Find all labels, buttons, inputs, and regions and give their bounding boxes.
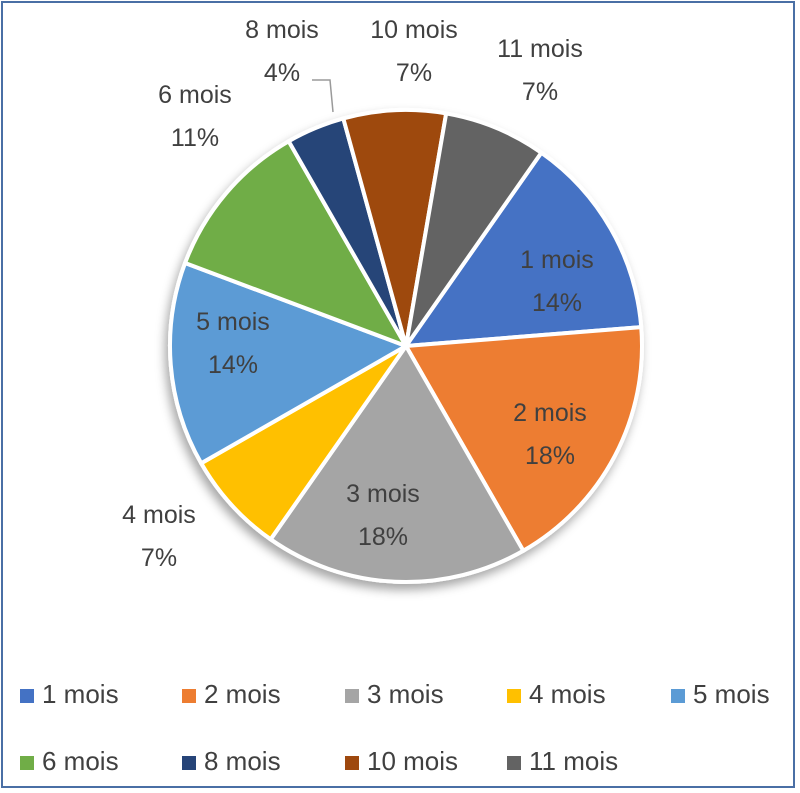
- slice-label-name: 2 mois: [513, 399, 587, 427]
- slice-label-percent: 7%: [522, 78, 558, 106]
- slice-label-name: 1 mois: [520, 246, 594, 274]
- slice-label-percent: 18%: [525, 442, 575, 470]
- slice-label-name: 11 mois: [497, 35, 583, 63]
- legend-swatch: [182, 689, 196, 703]
- legend-item: 11 mois: [507, 746, 618, 776]
- legend-swatch: [182, 756, 196, 770]
- slice-label-name: 4 mois: [122, 501, 196, 529]
- slice-label-percent: 14%: [208, 351, 258, 379]
- pie-slice-5-mois: [168, 260, 408, 466]
- legend-swatch: [345, 756, 359, 770]
- legend-label: 6 mois: [42, 746, 119, 776]
- legend-item: 10 mois: [345, 746, 458, 776]
- pie-slice-1-mois: [404, 150, 644, 348]
- legend-label: 10 mois: [367, 746, 458, 776]
- legend-swatch: [507, 756, 521, 770]
- legend-label: 3 mois: [367, 679, 444, 709]
- legend-label: 8 mois: [204, 746, 281, 776]
- legend-item: 5 mois: [671, 679, 770, 709]
- legend: 1 mois 2 mois 3 mois 4 mois 5 mois 6 mois 8 mo…: [20, 679, 770, 776]
- slice-label-name: 8 mois: [245, 16, 319, 44]
- pie-slice-2-mois: [404, 325, 644, 553]
- leader-line: [312, 79, 334, 113]
- slice-label-percent: 18%: [358, 523, 408, 551]
- pie-slice-10-mois: [341, 108, 449, 348]
- slice-label-percent: 7%: [396, 59, 432, 87]
- legend-item: 6 mois: [20, 746, 119, 776]
- legend-swatch: [20, 756, 34, 770]
- slice-label-name: 5 mois: [196, 308, 270, 336]
- pie-slices: [168, 108, 644, 584]
- legend-label: 11 mois: [529, 746, 618, 776]
- slice-label-percent: 11%: [171, 124, 219, 152]
- slice-label-name: 3 mois: [346, 480, 420, 508]
- legend-item: 1 mois: [20, 679, 119, 709]
- legend-item: 2 mois: [182, 679, 281, 709]
- pie-slice-6-mois: [183, 139, 408, 348]
- legend-label: 4 mois: [529, 679, 606, 709]
- legend-swatch: [20, 689, 34, 703]
- legend-label: 2 mois: [204, 679, 281, 709]
- slice-labels: 1 mois 14% 2 mois 18% 3 mois 18% 4 mois 7% 5 moi…: [122, 16, 594, 572]
- legend-item: 3 mois: [345, 679, 444, 709]
- legend-label: 1 mois: [42, 679, 119, 709]
- pie-slice-4-mois: [199, 344, 408, 542]
- legend-item: 4 mois: [507, 679, 606, 709]
- legend-swatch: [507, 689, 521, 703]
- pie-slice-11-mois: [404, 111, 544, 348]
- slice-label-name: 6 mois: [158, 81, 232, 109]
- legend-label: 5 mois: [693, 679, 770, 709]
- pie-slice-3-mois: [268, 344, 526, 584]
- slice-label-percent: 4%: [264, 59, 300, 87]
- slice-label-percent: 14%: [532, 289, 582, 317]
- slice-label-percent: 7%: [141, 544, 177, 572]
- legend-swatch: [345, 689, 359, 703]
- legend-item: 8 mois: [182, 746, 281, 776]
- legend-swatch: [671, 689, 685, 703]
- slice-label-name: 10 mois: [370, 16, 458, 44]
